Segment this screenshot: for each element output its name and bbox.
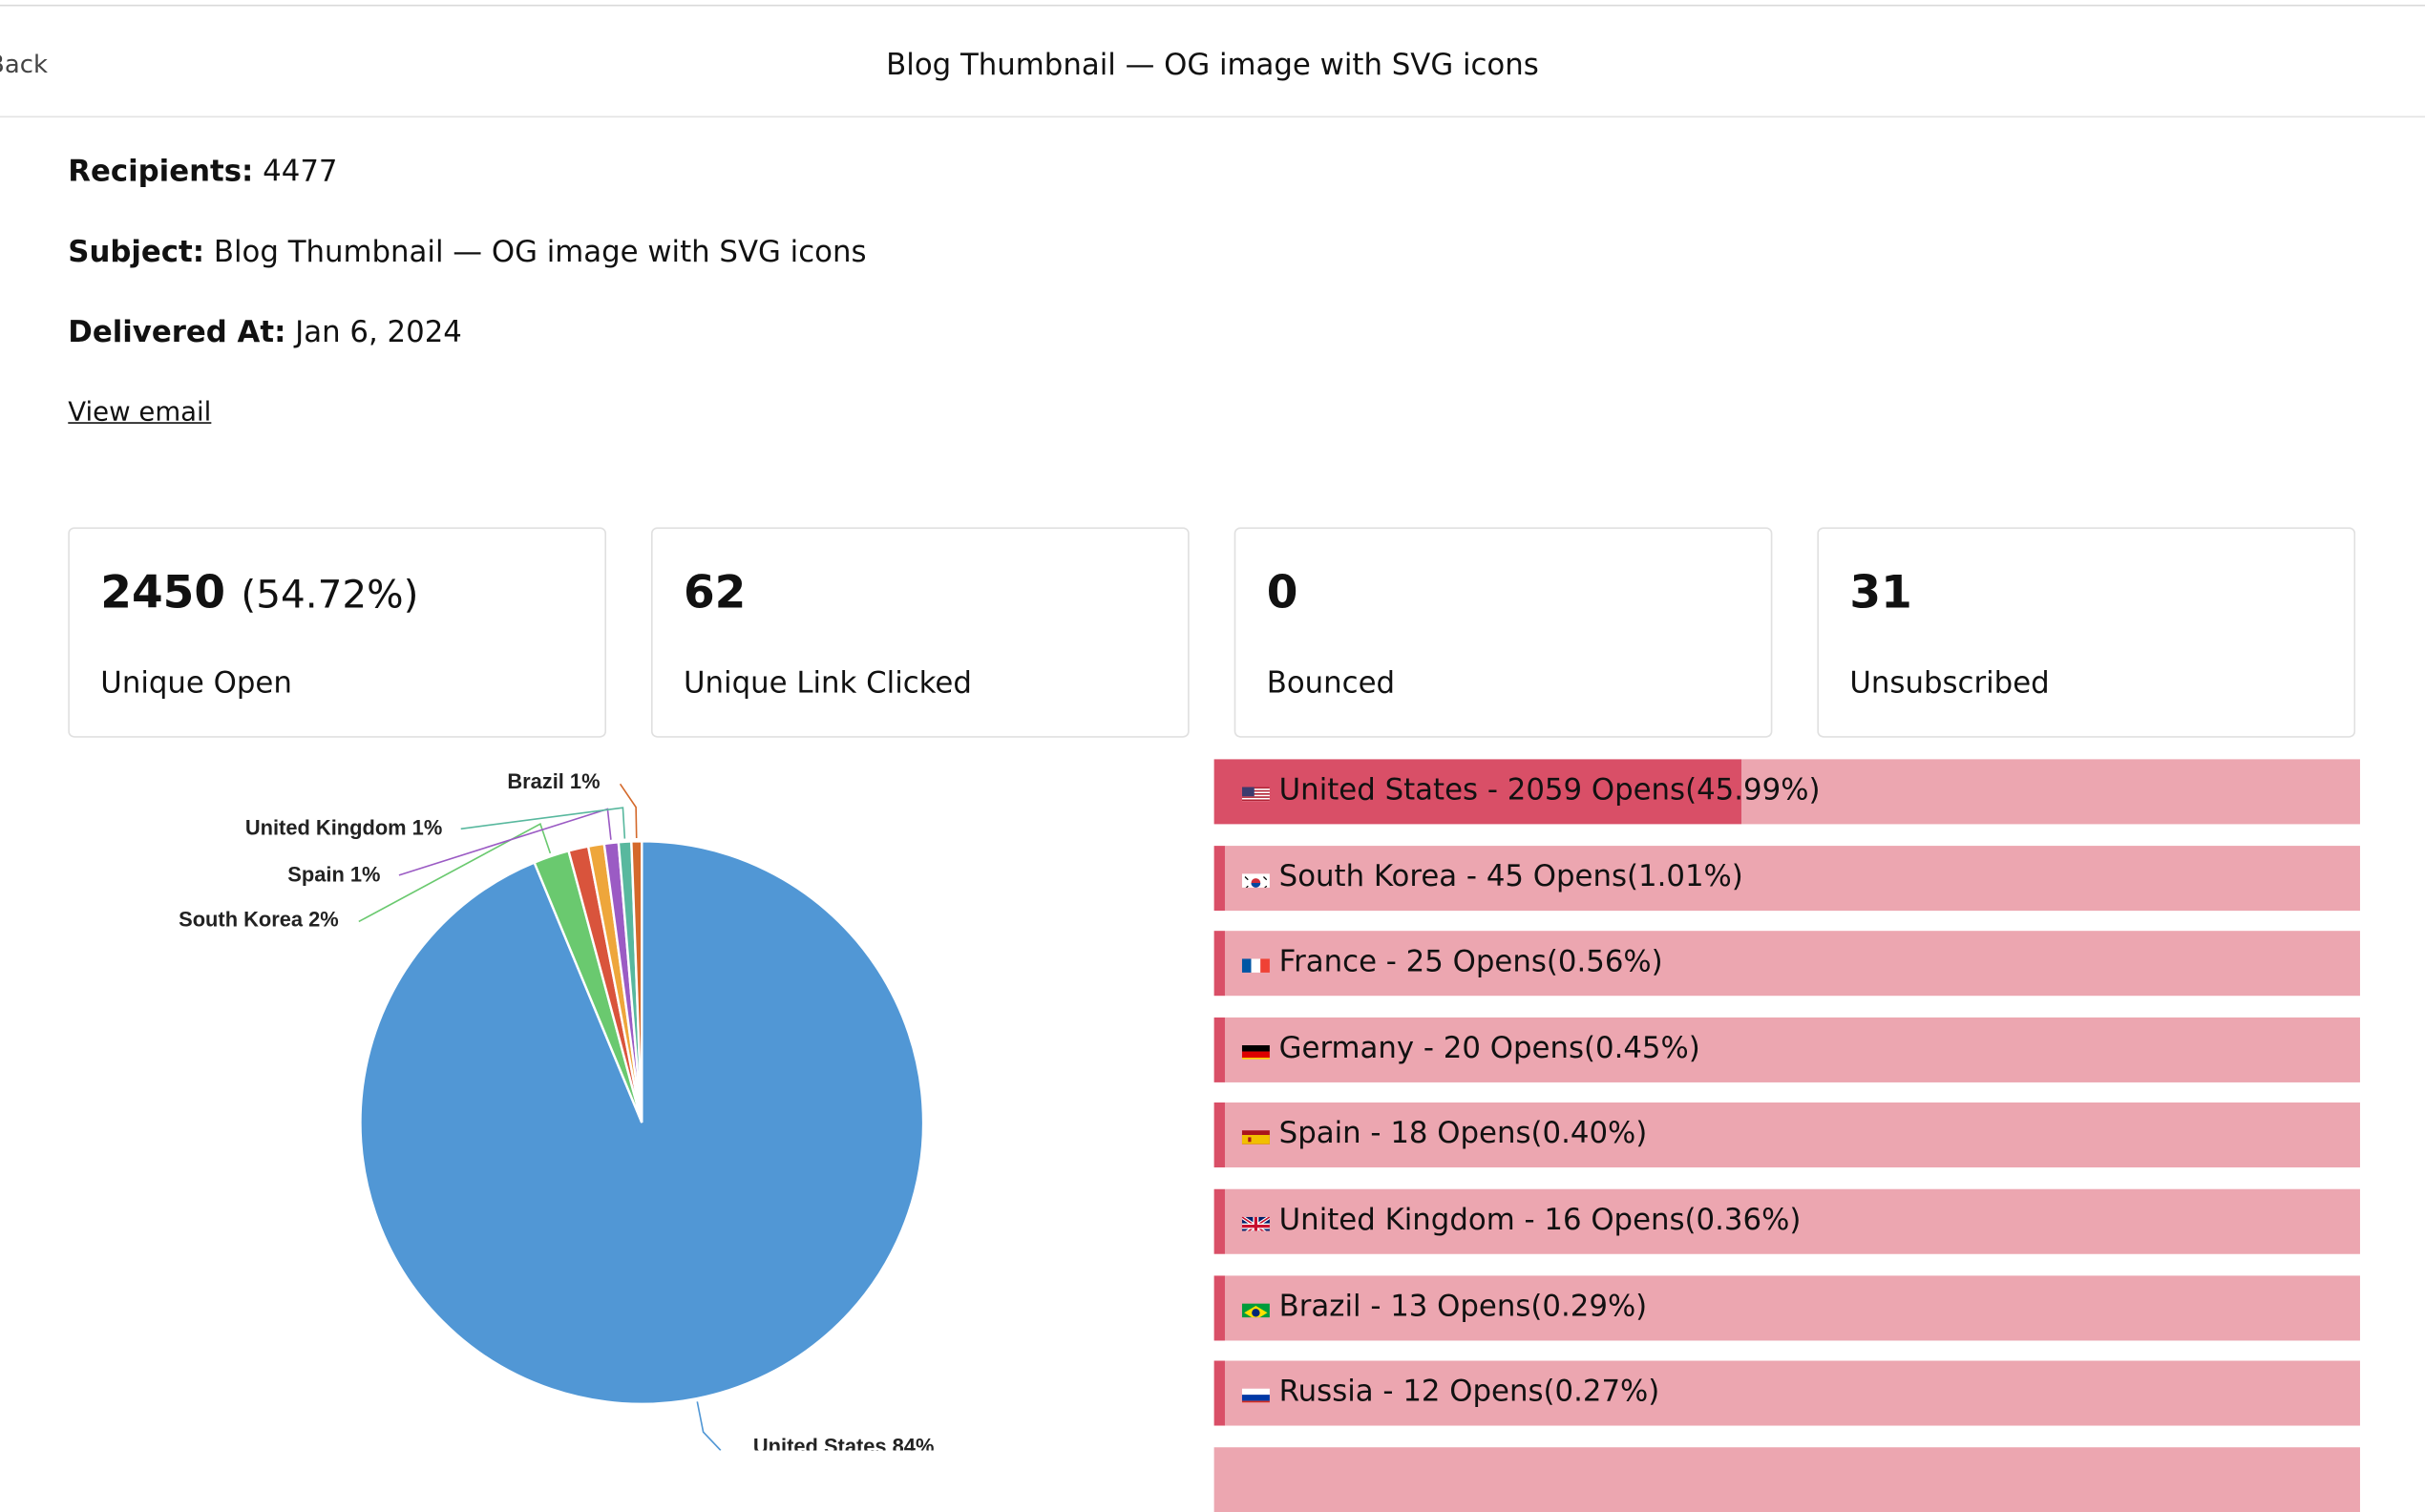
delivered-row: Delivered At: Jan 6, 2024	[68, 315, 462, 349]
country-bar-content: Brazil - 13 Opens(0.29%)	[1241, 1289, 1648, 1323]
country-bar-fill	[1213, 759, 1741, 825]
country-bar-fill	[1213, 845, 1226, 911]
country-bar-content: United States - 2059 Opens(45.99%)	[1241, 772, 1821, 808]
back-link[interactable]: Back	[0, 49, 48, 79]
pie-leader-line	[460, 807, 626, 839]
recipients-value: 4477	[263, 154, 338, 189]
subject-row: Subject: Blog Thumbnail — OG image with …	[68, 235, 866, 269]
us-flag-icon	[1241, 779, 1273, 802]
recipients-label: Recipients:	[68, 154, 254, 189]
country-bar	[1213, 1446, 2360, 1512]
subject-label: Subject:	[68, 235, 205, 269]
country-bar-label: South Korea - 45 Opens(1.01%)	[1278, 859, 1743, 893]
country-bar-label: United Kingdom - 16 Opens(0.36%)	[1278, 1203, 1802, 1237]
stat-card-unique-open: 2450 (54.72%) Unique Open	[68, 527, 607, 738]
pie-label: South Korea 2%	[179, 907, 339, 931]
subject-value: Blog Thumbnail — OG image with SVG icons	[213, 235, 867, 269]
de-flag-icon	[1241, 1038, 1273, 1060]
country-bar-content: South Korea - 45 Opens(1.01%)	[1241, 859, 1743, 893]
pie-label: Spain 1%	[287, 862, 380, 886]
country-bar-content: United Kingdom - 16 Opens(0.36%)	[1241, 1203, 1802, 1237]
pie-leader-line	[358, 822, 552, 923]
country-bar-fill	[1213, 1017, 1225, 1082]
pie-leader-line	[696, 1401, 722, 1451]
country-bar-fill	[1213, 931, 1225, 997]
stat-value: 62	[683, 565, 747, 619]
fr-flag-icon	[1241, 952, 1273, 974]
stat-label: Unique Link Clicked	[683, 666, 972, 701]
country-bar: Spain - 18 Opens(0.40%)	[1213, 1102, 2360, 1168]
stat-card-unsubscribed: 31 Unsubscribed	[1817, 527, 2356, 738]
view-email-link[interactable]: View email	[68, 397, 212, 429]
country-bar: Brazil - 13 Opens(0.29%)	[1213, 1274, 2360, 1340]
pie-label: United States 84%	[753, 1435, 935, 1451]
country-bar: United States - 2059 Opens(45.99%)	[1213, 759, 2360, 825]
stat-value: 2450 (54.72%)	[100, 565, 419, 619]
country-bar: Russia - 12 Opens(0.27%)	[1213, 1360, 2360, 1426]
country-bar-label: France - 25 Opens(0.56%)	[1278, 945, 1663, 979]
country-bar: France - 25 Opens(0.56%)	[1213, 931, 2360, 997]
country-bar: South Korea - 45 Opens(1.01%)	[1213, 845, 2360, 911]
delivered-label: Delivered At:	[68, 315, 286, 350]
stat-label: Unsubscribed	[1849, 666, 2050, 701]
country-bar-content: Russia - 12 Opens(0.27%)	[1241, 1375, 1660, 1410]
stat-card-bounced: 0 Bounced	[1234, 527, 1773, 738]
pie-label: United Kingdom 1%	[245, 816, 442, 840]
stat-label: Unique Open	[100, 666, 292, 701]
kr-flag-icon	[1241, 865, 1273, 888]
country-bar-fill	[1213, 1274, 1225, 1340]
country-bar-label: Russia - 12 Opens(0.27%)	[1278, 1375, 1660, 1410]
page-title: Blog Thumbnail — OG image with SVG icons	[886, 48, 1539, 82]
br-flag-icon	[1241, 1295, 1273, 1317]
country-bar: United Kingdom - 16 Opens(0.36%)	[1213, 1188, 2360, 1254]
country-bar-content: France - 25 Opens(0.56%)	[1241, 945, 1663, 979]
recipients-row: Recipients: 4477	[68, 155, 337, 189]
country-bar-label: United States - 2059 Opens(45.99%)	[1278, 772, 1821, 808]
country-bar-fill	[1213, 1188, 1225, 1254]
stat-card-unique-link-clicked: 62 Unique Link Clicked	[650, 527, 1190, 738]
country-bar-fill	[1213, 1360, 1225, 1426]
delivered-value: Jan 6, 2024	[295, 315, 462, 350]
stat-label: Bounced	[1266, 666, 1396, 701]
country-bar-label: Germany - 20 Opens(0.45%)	[1278, 1031, 1700, 1065]
country-bar-label: Spain - 18 Opens(0.40%)	[1278, 1117, 1648, 1151]
page-header: Back Blog Thumbnail — OG image with SVG …	[0, 6, 2425, 118]
stat-percent: (54.72%)	[241, 572, 419, 618]
opens-by-country-pie-chart: United States 84% South Korea 2% Spain 1% U…	[179, 769, 935, 1451]
es-flag-icon	[1241, 1124, 1273, 1145]
top-border	[0, 4, 2425, 7]
country-bar-fill	[1213, 1102, 1225, 1168]
pie-leader-line	[619, 783, 638, 839]
country-bar-content: Germany - 20 Opens(0.45%)	[1241, 1031, 1700, 1065]
country-bar: Germany - 20 Opens(0.45%)	[1213, 1017, 2360, 1082]
pie-label: Brazil 1%	[507, 769, 600, 793]
country-bar-label: Brazil - 13 Opens(0.29%)	[1278, 1289, 1648, 1323]
country-bar-content: Spain - 18 Opens(0.40%)	[1241, 1117, 1648, 1151]
ru-flag-icon	[1241, 1381, 1273, 1403]
stat-value: 0	[1266, 565, 1298, 619]
stat-value: 31	[1849, 565, 1912, 619]
gb-flag-icon	[1241, 1209, 1273, 1231]
pie-slice-brazil[interactable]	[630, 840, 643, 1124]
